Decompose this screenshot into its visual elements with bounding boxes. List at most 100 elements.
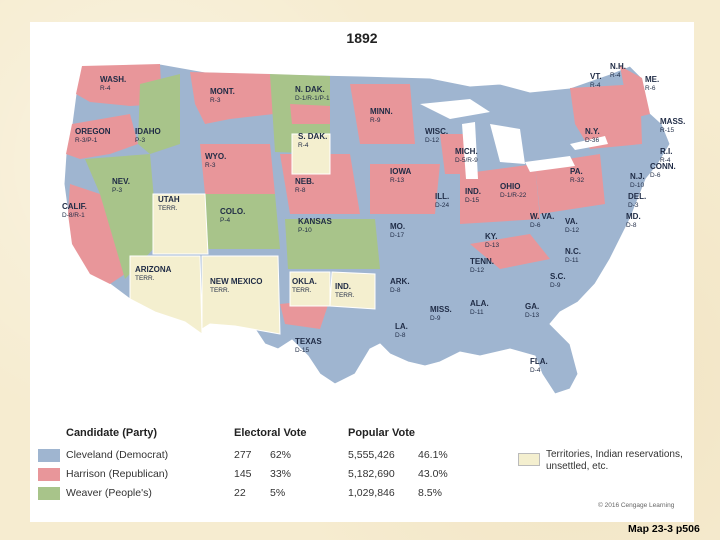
state-votes-label: D-9 — [550, 282, 561, 289]
state-name-label: CONN. — [650, 162, 676, 171]
legend-pv: 5,555,426 — [348, 449, 395, 461]
state-votes-label: D-9 — [430, 315, 441, 322]
state-name-label: N. DAK. — [295, 85, 325, 94]
state-votes-label: R-4 — [100, 85, 111, 92]
legend-ev-pct: 33% — [270, 468, 291, 480]
state-votes-label: D-4 — [530, 367, 541, 374]
state-votes-label: D-1/R-1/P-1 — [295, 95, 330, 102]
state-votes-label: D-12 — [565, 227, 579, 234]
state-votes-label: D-13 — [485, 242, 499, 249]
legend-row-democrat: Cleveland (Democrat) 277 62% 5,555,426 4… — [38, 447, 468, 465]
state-votes-label: P-3 — [135, 137, 146, 144]
state-votes-label: D-8 — [626, 222, 637, 229]
legend: Candidate (Party) Electoral Vote Popular… — [38, 427, 688, 517]
legend-header-electoral: Electoral Vote — [234, 427, 307, 439]
legend-ev-pct: 62% — [270, 449, 291, 461]
state-name-label: MISS. — [430, 305, 452, 314]
state-votes-label: D-6 — [530, 222, 541, 229]
territory-label: Territories, Indian reservations, unsett… — [546, 449, 696, 473]
state-name-label: GA. — [525, 302, 539, 311]
state-name-label: KY. — [485, 232, 497, 241]
state-name-label: TENN. — [470, 257, 494, 266]
state-name-label: KANSAS — [298, 217, 332, 226]
legend-candidate: Cleveland (Democrat) — [66, 449, 168, 461]
state-votes-label: P-4 — [220, 217, 231, 224]
state-name-label: NEB. — [295, 177, 314, 186]
legend-ev-pct: 5% — [270, 487, 285, 499]
state-name-label: N.C. — [565, 247, 581, 256]
state-name-label: W. VA. — [530, 212, 554, 221]
state-votes-label: D-5/R-9 — [455, 157, 478, 164]
state-votes-label: D-12 — [425, 137, 439, 144]
state-name-label: OHIO — [500, 182, 520, 191]
state-votes-label: D-11 — [565, 257, 579, 264]
map-frame: 1892 — [30, 22, 694, 522]
state-name-label: IND. — [465, 187, 481, 196]
state-votes-label: R-4 — [590, 82, 601, 89]
state-name-label: MO. — [390, 222, 405, 231]
state-name-label: IDAHO — [135, 127, 161, 136]
democrat-swatch — [38, 449, 60, 462]
state-name-label: S. DAK. — [298, 132, 327, 141]
legend-row-peoples: Weaver (People's) 22 5% 1,029,846 8.5% — [38, 485, 468, 503]
territory-swatch — [518, 453, 540, 466]
republican-swatch — [38, 468, 60, 481]
legend-pv-pct: 43.0% — [418, 468, 448, 480]
state-name-label: MICH. — [455, 147, 478, 156]
state-votes-label: D-8 — [395, 332, 406, 339]
state-name-label: NEV. — [112, 177, 130, 186]
state-name-label: N.H. — [610, 62, 626, 71]
state-votes-label: D-17 — [390, 232, 404, 239]
legend-row-republican: Harrison (Republican) 145 33% 5,182,690 … — [38, 466, 468, 484]
state-votes-label: D-24 — [435, 202, 449, 209]
state-name-label: IND. — [335, 282, 351, 291]
state-name-label: VT. — [590, 72, 602, 81]
state-name-label: S.C. — [550, 272, 566, 281]
state-votes-label: R-6 — [645, 85, 656, 92]
state-votes-label: R-3 — [205, 162, 216, 169]
state-votes-label: TERR. — [210, 287, 230, 294]
peoples-swatch — [38, 487, 60, 500]
state-votes-label: TERR. — [158, 205, 178, 212]
state-name-label: LA. — [395, 322, 408, 331]
state-name-label: WISC. — [425, 127, 448, 136]
state-name-label: N.J. — [630, 172, 645, 181]
state-votes-label: TERR. — [292, 287, 312, 294]
state-votes-label: D-36 — [585, 137, 599, 144]
state-votes-label: R-13 — [390, 177, 404, 184]
legend-ev: 22 — [234, 487, 246, 499]
state-votes-label: D-1/R-22 — [500, 192, 527, 199]
state-votes-label: D-8/R-1 — [62, 212, 85, 219]
state-votes-label: TERR. — [135, 275, 155, 282]
state-name-label: MD. — [626, 212, 641, 221]
legend-candidate: Weaver (People's) — [66, 487, 152, 499]
state-name-label: MONT. — [210, 87, 235, 96]
state-name-label: TEXAS — [295, 337, 322, 346]
state-votes-label: D-12 — [470, 267, 484, 274]
state-name-label: DEL. — [628, 192, 646, 201]
state-votes-label: D-6 — [650, 172, 661, 179]
state-name-label: CALIF. — [62, 202, 87, 211]
state-name-label: MASS. — [660, 117, 685, 126]
legend-pv-pct: 46.1% — [418, 449, 448, 461]
legend-header-candidate: Candidate (Party) — [66, 427, 157, 439]
state-votes-label: D-8 — [390, 287, 401, 294]
legend-candidate: Harrison (Republican) — [66, 468, 168, 480]
state-name-label: ILL. — [435, 192, 449, 201]
state-votes-label: R-4 — [298, 142, 309, 149]
state-name-label: ALA. — [470, 299, 489, 308]
state-name-label: UTAH — [158, 195, 180, 204]
credit-text: © 2016 Cengage Learning — [598, 502, 674, 509]
state-name-label: NEW MEXICO — [210, 277, 262, 286]
state-votes-label: P-10 — [298, 227, 312, 234]
state-name-label: R.I. — [660, 147, 672, 156]
state-votes-label: R-15 — [660, 127, 674, 134]
legend-header-popular: Popular Vote — [348, 427, 415, 439]
state-name-label: ARIZONA — [135, 265, 172, 274]
state-votes-label: D-13 — [525, 312, 539, 319]
state-name-label: ME. — [645, 75, 659, 84]
legend-pv: 5,182,690 — [348, 468, 395, 480]
state-name-label: PA. — [570, 167, 583, 176]
state-votes-label: R-3 — [210, 97, 221, 104]
election-map: WASH.R-4OREGONR-3/P-1CALIF.D-8/R-1NEV.P-… — [30, 44, 694, 424]
